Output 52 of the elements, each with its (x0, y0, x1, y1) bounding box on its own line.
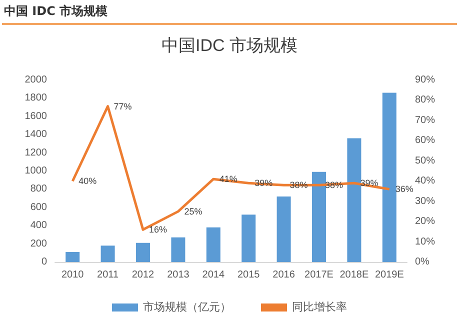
x-tick-label: 2010 (61, 270, 84, 280)
data-label: 38% (290, 180, 308, 190)
x-tick-label: 2015 (237, 270, 260, 280)
y-tick-label: 1000 (24, 166, 48, 176)
data-label: 77% (114, 101, 132, 112)
bar (136, 242, 150, 262)
y2-tick-label: 80% (415, 94, 436, 106)
data-label: 39% (254, 178, 273, 188)
y2-tick-label: 70% (415, 114, 436, 126)
y2-tick-label: 10% (415, 236, 436, 248)
x-tick-label: 2013 (167, 270, 190, 280)
data-label: 40% (78, 176, 97, 186)
bar (276, 196, 291, 262)
legend-label: 市场规模（亿元） (143, 300, 231, 314)
bar (66, 252, 80, 262)
bar (171, 237, 186, 262)
y2-tick-label: 20% (415, 216, 436, 228)
legend-label: 同比增长率 (292, 300, 347, 314)
y2-tick-label: 30% (415, 196, 436, 207)
y-tick-label: 2000 (24, 74, 48, 86)
chart-title: 中国 IDC 市场规模 (4, 3, 108, 20)
x-tick-label: 2018E (340, 270, 369, 280)
data-label: 25% (184, 206, 202, 216)
y2-tick-label: 60% (415, 135, 436, 146)
bar (100, 246, 115, 262)
line-series (71, 105, 391, 231)
x-tick-label: 2017E (304, 270, 334, 280)
y2-tick-label: 90% (415, 74, 436, 86)
y-tick-label: 1800 (24, 92, 48, 104)
y-tick-label: 1400 (24, 129, 48, 140)
bar (312, 172, 326, 262)
y2-tick-label: 0% (415, 256, 430, 268)
y-tick-label: 400 (30, 220, 48, 232)
bar (347, 138, 362, 262)
bar (206, 227, 220, 262)
y-tick-label: 1200 (24, 147, 48, 158)
x-tick-label: 2016 (272, 270, 296, 280)
y2-tick-label: 40% (415, 176, 436, 187)
y-tick-label: 600 (30, 202, 48, 213)
chart-subtitle: 中国IDC 市场规模 (162, 36, 298, 55)
y2-tick-label: 50% (415, 155, 436, 166)
bar (382, 92, 396, 262)
x-tick-label: 2019E (374, 270, 404, 280)
x-tick-label: 2011 (97, 270, 119, 280)
y-tick-label: 0 (41, 256, 48, 268)
x-tick-label: 2014 (202, 270, 225, 280)
y-tick-label: 800 (30, 184, 48, 195)
y-tick-label: 200 (30, 238, 48, 250)
x-tick-label: 2012 (132, 270, 155, 280)
data-label: 16% (149, 224, 168, 235)
y-tick-label: 1600 (24, 110, 48, 122)
bar (242, 214, 256, 262)
